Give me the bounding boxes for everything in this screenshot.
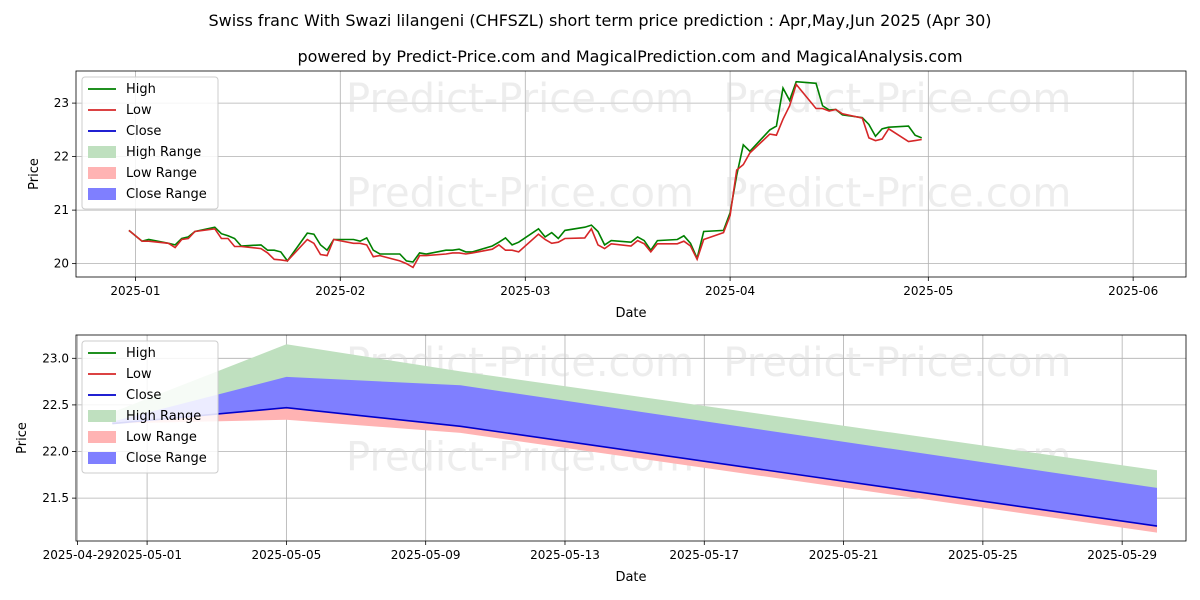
legend: High Low Close High Range Low Range Close Ran… <box>81 340 219 474</box>
x-axis-label: Date <box>615 306 646 321</box>
x-tick-label: 2025-05-29 <box>1087 548 1157 562</box>
close-range-band <box>112 376 1157 527</box>
legend-entry-label: High <box>126 82 156 97</box>
legend-entry-label: High Range <box>126 409 201 424</box>
legend-entry-label: Close Range <box>126 187 207 202</box>
legend-entry-label: Low Range <box>126 166 197 181</box>
y-tick-label: 20 <box>54 257 69 271</box>
watermark-text: Predict-Price.com <box>346 170 694 216</box>
legend-swatch <box>88 188 116 200</box>
x-tick-label: 2025-05-17 <box>669 548 739 562</box>
y-axis-label: Price <box>15 422 30 454</box>
watermark-text: Predict-Price.com <box>723 170 1071 216</box>
y-tick-label: 23.0 <box>42 351 69 365</box>
x-axis-label: Date <box>615 570 646 585</box>
x-tick-label: 2025-02 <box>315 284 365 298</box>
legend-entry-label: Low Range <box>126 430 197 445</box>
high-series-line <box>128 80 923 263</box>
y-tick-label: 21 <box>54 203 69 217</box>
x-tick-label: 2025-04 <box>705 284 755 298</box>
x-tick-label: 2025-06 <box>1108 284 1158 298</box>
y-tick-label: 21.5 <box>42 491 69 505</box>
y-tick-label: 22.0 <box>42 445 69 459</box>
legend-entry-label: High Range <box>126 145 201 160</box>
legend-entry-label: Close Range <box>126 451 207 466</box>
legend-swatch <box>88 452 116 464</box>
plot-area <box>128 80 923 269</box>
x-tick-label: 2025-04-29 <box>43 548 113 562</box>
x-tick-label: 2025-05 <box>903 284 953 298</box>
watermark-text: Predict-Price.com <box>346 76 694 122</box>
bottom-chart: 2025-04-29 2025-05-01 2025-05-05 2025-05-09… <box>15 334 1187 585</box>
x-tick-label: 2025-03 <box>500 284 550 298</box>
watermark-text: Predict-Price.com <box>723 76 1071 122</box>
legend-entry-label: High <box>126 346 156 361</box>
y-tick-label: 23 <box>54 96 69 110</box>
x-tick-label: 2025-05-13 <box>530 548 600 562</box>
legend-swatch <box>88 410 116 422</box>
legend-entry-label: Low <box>126 103 152 118</box>
y-tick-label: 22.5 <box>42 398 69 412</box>
x-tick-label: 2025-05-09 <box>391 548 461 562</box>
chart-subtitle: powered by Predict-Price.com and Magical… <box>297 47 962 66</box>
x-tick-label: 2025-05-05 <box>252 548 322 562</box>
x-tick-label: 2025-05-21 <box>809 548 879 562</box>
x-tick-label: 2025-05-01 <box>112 548 182 562</box>
legend-entry-label: Low <box>126 367 152 382</box>
legend-entry-label: Close <box>126 124 161 139</box>
y-axis-label: Price <box>27 158 42 190</box>
plot-frame <box>75 334 1187 542</box>
plot-frame <box>75 70 1187 278</box>
y-tick-label: 22 <box>54 150 69 164</box>
chart-title: Swiss franc With Swazi lilangeni (CHFSZL… <box>208 11 991 30</box>
x-tick-label: 2025-05-25 <box>948 548 1018 562</box>
legend-swatch <box>88 146 116 158</box>
legend-swatch <box>88 167 116 179</box>
x-tick-label: 2025-01 <box>110 284 160 298</box>
legend-swatch <box>88 431 116 443</box>
legend-entry-label: Close <box>126 388 161 403</box>
legend: High Low Close High Range Low Range Close Ran… <box>81 76 219 210</box>
grid: 2025-01 2025-02 2025-03 2025-04 2025-05 2025-… <box>54 71 1186 298</box>
top-chart: 2025-01 2025-02 2025-03 2025-04 2025-05 2025-… <box>27 70 1187 321</box>
low-series-line <box>128 82 922 269</box>
watermark-text: Predict-Price.com <box>723 340 1071 386</box>
